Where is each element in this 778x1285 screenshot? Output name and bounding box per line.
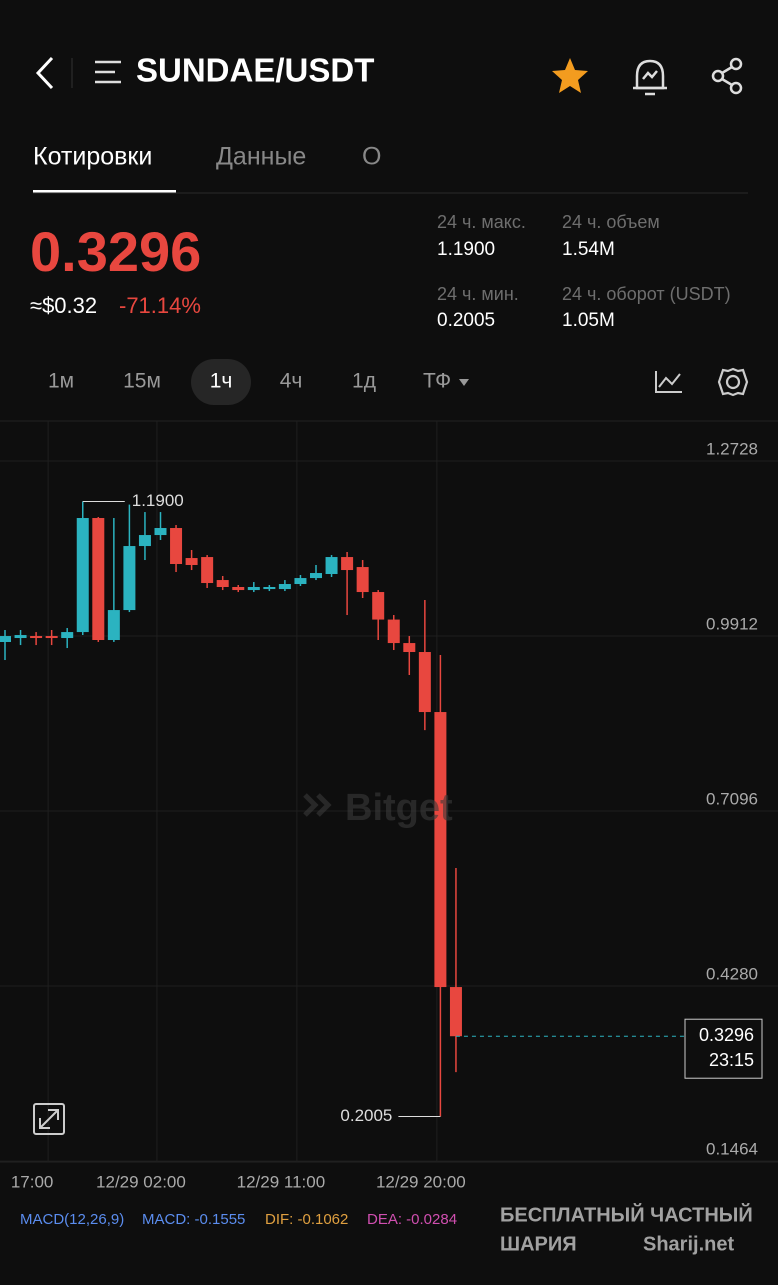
tab[interactable]: Котировки (33, 143, 152, 171)
last-price-label: 0.3296 (699, 1025, 754, 1045)
indicator-name: MACD(12,26,9) (20, 1211, 124, 1228)
candle-body (403, 643, 416, 653)
candle-body (107, 610, 120, 641)
tab-underline (33, 190, 176, 193)
stat-label: 24 ч. мин. (437, 284, 519, 304)
favorite-star[interactable] (552, 58, 588, 93)
x-tick-label: 12/29 20:00 (376, 1172, 466, 1191)
candle-body (61, 632, 74, 639)
indicator-dea: DEA: -0.0284 (367, 1211, 457, 1228)
candle-body (170, 528, 183, 565)
watermark: Sharij.net (643, 1233, 734, 1255)
candle-body (45, 636, 58, 639)
interval[interactable]: 15м (123, 370, 161, 393)
watermark-logo (303, 793, 332, 817)
back-button[interactable] (35, 56, 54, 90)
stat-label: 24 ч. макс. (437, 212, 526, 232)
tab[interactable]: О (362, 143, 381, 171)
indicator-macd: MACD: -0.1555 (142, 1211, 245, 1228)
y-tick-label: 0.7096 (706, 790, 758, 809)
expand-icon[interactable] (33, 1103, 65, 1135)
plot-area: 1.2728 0.9912 0.7096 0.4280 0.1464 17:00 12/29… (0, 421, 778, 1191)
pair-title: SUNDAE/USDT (136, 52, 374, 89)
stat-value: 0.2005 (437, 310, 495, 331)
candle-body (387, 619, 400, 644)
interval[interactable]: 1ч (210, 370, 233, 393)
x-tick-label: 17:00 (11, 1172, 54, 1191)
interval[interactable]: ТФ (423, 370, 451, 393)
last-price-box (684, 1018, 763, 1079)
stat-value: 1.54M (562, 239, 615, 260)
candle-body (154, 528, 167, 536)
candle-body (372, 592, 385, 620)
stat-label: 24 ч. оборот (USDT) (562, 284, 731, 304)
settings-icon[interactable] (717, 367, 749, 397)
candle-body (201, 557, 214, 584)
candle-body (30, 636, 43, 639)
candle-body (418, 652, 431, 713)
menu-icon[interactable] (95, 60, 121, 84)
last-price: 0.3296 (30, 220, 201, 283)
y-tick-label: 0.9912 (706, 615, 758, 634)
candle-body (216, 580, 229, 587)
usd-price: ≈$0.32 (30, 293, 97, 318)
candle-body (14, 635, 27, 639)
candle-body (325, 557, 338, 575)
y-tick-label: 0.1464 (706, 1140, 758, 1159)
min-marker-label: 0.2005 (340, 1106, 392, 1125)
candle-body (76, 518, 89, 633)
interval[interactable]: 4ч (280, 370, 303, 393)
indicator-dif: DIF: -0.1062 (265, 1211, 348, 1228)
stat-value: 1.1900 (437, 239, 495, 260)
chart-type-icon[interactable] (655, 371, 682, 393)
share-icon[interactable] (711, 57, 743, 95)
max-marker-label: 1.1900 (132, 491, 184, 510)
candle-body (123, 546, 136, 611)
watermark: БЕСПЛАТНЫЙ ЧАСТНЫЙ (500, 1202, 753, 1226)
candle-body (294, 578, 307, 585)
candle-body (92, 518, 105, 641)
candle-body (138, 535, 151, 547)
x-tick-label: 12/29 02:00 (96, 1172, 186, 1191)
interval-selected-bg (191, 359, 251, 405)
y-tick-label: 1.2728 (706, 440, 758, 459)
candle-body (0, 636, 11, 643)
interval[interactable]: 1д (352, 370, 376, 393)
candle-body (185, 558, 198, 565)
watermark: Bitget (345, 787, 453, 829)
candle-body (263, 586, 276, 590)
stat-value: 1.05M (562, 310, 615, 331)
candle-body (356, 567, 369, 593)
candle-body (247, 586, 260, 591)
y-tick-label: 0.4280 (706, 965, 758, 984)
candle-body (232, 586, 245, 591)
alert-icon[interactable] (633, 59, 667, 96)
candle-body (341, 557, 354, 571)
x-tick-label: 12/29 11:00 (237, 1172, 326, 1191)
candle-body (278, 584, 291, 590)
interval[interactable]: 1м (48, 370, 74, 393)
tab[interactable]: Данные (216, 143, 306, 171)
candle-body (310, 573, 322, 579)
watermark: ШАРИЯ (500, 1233, 577, 1255)
stat-label: 24 ч. объем (562, 212, 660, 232)
candle-body (434, 712, 447, 988)
price-change: -71.14% (119, 293, 201, 318)
dropdown-arrow (459, 379, 469, 386)
countdown-label: 23:15 (709, 1050, 754, 1070)
candle-body (449, 987, 462, 1037)
